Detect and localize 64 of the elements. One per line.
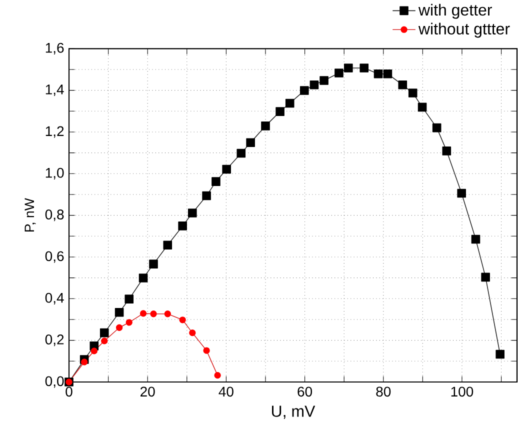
- point: [398, 80, 408, 90]
- point: [116, 324, 123, 331]
- point: [212, 177, 220, 186]
- point: [222, 164, 231, 174]
- point: [432, 123, 442, 132]
- point: [374, 69, 383, 78]
- point: [442, 146, 452, 156]
- point: [320, 76, 328, 85]
- point: [178, 222, 187, 230]
- y-tick-label: 0,2: [45, 334, 64, 346]
- y-tick-label: 1,2: [46, 126, 64, 138]
- point: [101, 338, 108, 344]
- y-axis-title: P, nW: [24, 198, 36, 232]
- point: [100, 328, 109, 338]
- y-tick-label: 0,4: [45, 292, 64, 304]
- point: [163, 240, 172, 250]
- point: [126, 319, 132, 326]
- point: [481, 272, 490, 282]
- point: [276, 107, 284, 116]
- point: [114, 308, 124, 317]
- point: [164, 310, 171, 318]
- point: [310, 80, 319, 90]
- point: [150, 310, 157, 318]
- y-tick-label: 1,4: [46, 84, 64, 96]
- x-tick-label: 0: [66, 386, 72, 397]
- point: [300, 86, 309, 95]
- point: [124, 294, 134, 304]
- point: [496, 350, 504, 359]
- point: [149, 260, 158, 268]
- point: [383, 69, 392, 78]
- y-tick-label: 1,0: [46, 168, 64, 180]
- point: [179, 316, 186, 324]
- point: [246, 138, 255, 148]
- legend-label: without gttter: [418, 22, 510, 38]
- x-tick-label: 80: [376, 386, 391, 397]
- x-tick-label: 40: [218, 386, 234, 397]
- y-tick-label: 0,0: [45, 376, 64, 388]
- x-axis-title: U, mV: [272, 406, 316, 419]
- point: [285, 98, 294, 108]
- point: [203, 347, 210, 354]
- point: [408, 88, 418, 98]
- legend-label: with getter: [418, 4, 492, 19]
- point: [334, 68, 344, 78]
- point: [418, 102, 427, 112]
- point: [90, 348, 98, 354]
- x-tick-label: 60: [298, 386, 312, 397]
- point: [81, 358, 88, 366]
- x-tick-label: 20: [140, 386, 155, 397]
- point: [236, 148, 246, 158]
- point: [140, 310, 147, 317]
- y-tick-label: 0,6: [45, 251, 64, 263]
- y-tick-label: 1,6: [46, 42, 64, 54]
- point: [189, 329, 196, 336]
- point: [344, 64, 353, 72]
- point: [188, 208, 197, 218]
- point: [471, 234, 480, 244]
- point: [214, 372, 221, 379]
- x-tick-label: 100: [451, 386, 474, 397]
- point: [202, 191, 211, 200]
- point: [360, 64, 369, 72]
- y-tick-label: 0,8: [45, 210, 64, 222]
- point: [457, 188, 466, 198]
- point: [138, 274, 148, 282]
- point: [261, 122, 270, 130]
